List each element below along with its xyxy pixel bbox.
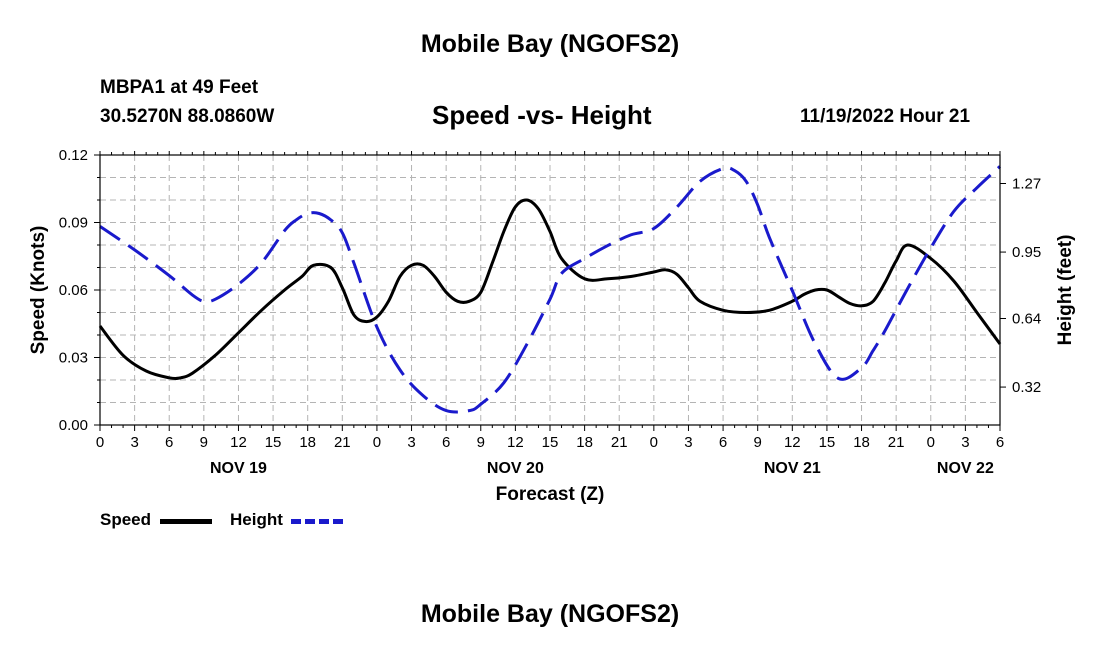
y-tick-label-right: 0.64	[1012, 311, 1041, 328]
series-line-height	[99, 165, 1002, 414]
axes: 0 3 6 9 12 15 18 21 0 3 6 9 12 15 18 21 0 3 6 9 12 15 18 21 0 3 6N…	[59, 147, 1041, 477]
x-tick-label: 0	[650, 434, 658, 451]
day-label: NOV 21	[764, 460, 821, 477]
y-axis-title-right: Height (feet)	[1055, 235, 1076, 346]
x-tick-label: 0	[96, 434, 104, 451]
x-tick-label: 15	[265, 434, 282, 451]
day-label: NOV 19	[210, 460, 267, 477]
forecast-datetime: 11/19/2022 Hour 21	[800, 106, 971, 127]
x-tick-label: 15	[819, 434, 836, 451]
y-tick-label-right: 1.27	[1012, 176, 1041, 193]
x-tick-label: 3	[407, 434, 415, 451]
x-tick-label: 9	[754, 434, 762, 451]
x-tick-label: 21	[334, 434, 351, 451]
x-tick-label: 3	[961, 434, 969, 451]
x-tick-label: 0	[373, 434, 381, 451]
y-tick-label-left: 0.09	[59, 215, 88, 232]
chart-subtitle: Speed -vs- Height	[432, 100, 652, 130]
day-label: NOV 20	[487, 460, 544, 477]
x-tick-label: 18	[299, 434, 316, 451]
day-label: NOV 22	[937, 460, 994, 477]
x-tick-label: 21	[888, 434, 905, 451]
series-layer	[98, 165, 1002, 414]
x-tick-label: 6	[996, 434, 1004, 451]
x-tick-label: 15	[542, 434, 559, 451]
page-title: Mobile Bay (NGOFS2)	[420, 30, 680, 58]
x-tick-label: 6	[442, 434, 450, 451]
y-tick-label-left: 0.00	[59, 417, 88, 434]
y-tick-label-left: 0.12	[59, 147, 88, 164]
x-tick-label: 18	[853, 434, 870, 451]
x-tick-label: 6	[165, 434, 173, 451]
x-tick-label: 6	[719, 434, 727, 451]
x-tick-label: 0	[927, 434, 935, 451]
x-tick-label: 12	[230, 434, 247, 451]
x-tick-label: 3	[130, 434, 138, 451]
station-coords: 30.5270N 88.0860W	[100, 106, 275, 127]
x-tick-label: 12	[784, 434, 801, 451]
station-label: MBPA1 at 49 Feet	[100, 77, 259, 98]
series-line-speed	[98, 198, 1002, 380]
x-tick-label: 3	[684, 434, 692, 451]
grid	[100, 155, 1000, 425]
legend-speed-label: Speed	[100, 510, 152, 529]
x-tick-label: 12	[507, 434, 524, 451]
y-axis-title-left: Speed (Knots)	[28, 226, 49, 355]
x-tick-label: 18	[576, 434, 593, 451]
legend-height-swatch	[291, 519, 343, 524]
x-tick-label: 9	[477, 434, 485, 451]
legend-speed-swatch	[160, 519, 212, 524]
y-tick-label-left: 0.06	[59, 282, 88, 299]
x-tick-label: 21	[611, 434, 628, 451]
x-axis-title: Forecast (Z)	[496, 484, 605, 505]
page-title-repeat: Mobile Bay (NGOFS2)	[420, 600, 680, 628]
y-tick-label-right: 0.32	[1012, 379, 1041, 396]
y-tick-label-left: 0.03	[59, 350, 88, 367]
legend-height-label: Height	[230, 510, 283, 529]
x-tick-label: 9	[200, 434, 208, 451]
y-tick-label-right: 0.95	[1012, 244, 1041, 261]
